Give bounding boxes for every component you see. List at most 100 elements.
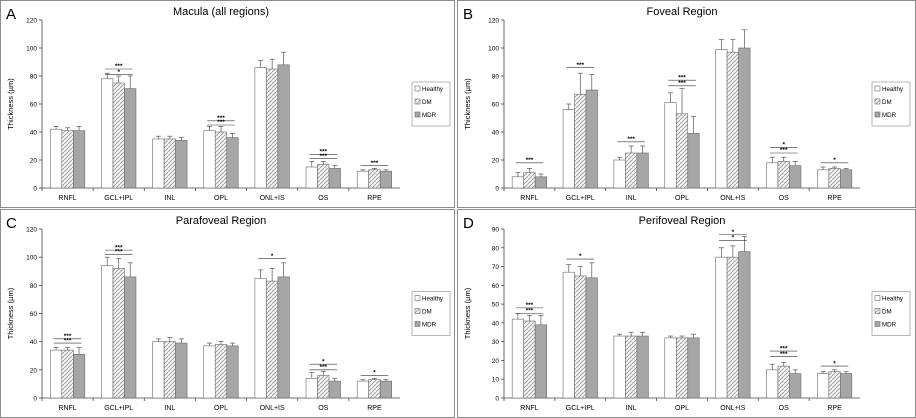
- bar: [50, 128, 63, 189]
- bar: [817, 373, 830, 399]
- y-tick-label: 20: [30, 158, 38, 165]
- bar: [766, 162, 779, 189]
- bar: [124, 276, 137, 399]
- bar: [112, 268, 125, 399]
- bar: [828, 168, 841, 189]
- bar: [511, 176, 524, 189]
- panel-c: C Parafoveal Region Thickness (µm) 0 20 40 60 8…: [0, 209, 455, 418]
- bar: [726, 256, 739, 399]
- significance-marker: ***: [526, 308, 534, 315]
- y-axis-label: Thickness (µm): [6, 78, 15, 130]
- significance-marker: ***: [115, 244, 123, 251]
- y-tick-label: 80: [30, 74, 38, 81]
- bar: [254, 67, 267, 189]
- bar: [317, 375, 330, 399]
- bar: [613, 159, 626, 189]
- significance-marker: ***: [780, 345, 788, 352]
- legend-swatch: [414, 295, 421, 301]
- legend-swatch: [874, 98, 881, 105]
- legend-swatch: [874, 111, 881, 118]
- significance-marker: ***: [526, 157, 534, 164]
- bar: [163, 341, 176, 399]
- y-tick-label: 10: [492, 377, 500, 384]
- legend-entry: MDR: [422, 112, 437, 119]
- bar: [738, 251, 751, 399]
- x-tick-label: GCL+IPL: [104, 405, 133, 412]
- significance-marker: *: [373, 370, 376, 377]
- y-tick-label: 80: [492, 74, 500, 81]
- significance-marker: ***: [64, 337, 72, 344]
- panel-a: A Macula (all regions) Thickness (µm) 0 20 40…: [0, 0, 455, 208]
- y-axis-label: Thickness (µm): [6, 287, 15, 339]
- x-tick-label: OS: [318, 405, 328, 412]
- bar: [175, 342, 188, 399]
- significance-marker: ***: [115, 63, 123, 70]
- legend-swatch: [874, 295, 881, 301]
- x-tick-label: GCL+IPL: [566, 405, 595, 412]
- y-tick-label: 0: [495, 186, 499, 193]
- panel-letter: D: [463, 215, 474, 232]
- bar: [625, 152, 638, 189]
- x-tick-label: RNFL: [58, 195, 76, 202]
- x-tick-label: OS: [779, 405, 789, 412]
- y-tick-label: 40: [492, 320, 500, 327]
- significance-marker: *: [732, 234, 735, 241]
- bar: [368, 379, 381, 399]
- bar: [226, 137, 239, 189]
- y-tick-label: 20: [492, 158, 500, 165]
- bar: [317, 163, 330, 189]
- legend-swatch: [874, 85, 881, 92]
- y-tick-label: 40: [30, 339, 38, 346]
- chart-title: Macula (all regions): [173, 6, 269, 18]
- bar: [675, 337, 689, 399]
- panel-border: [0, 0, 455, 208]
- chart-title: Perifoveal Region: [639, 215, 726, 227]
- x-tick-label: INL: [626, 195, 637, 202]
- bar: [625, 335, 638, 399]
- bar: [214, 344, 228, 399]
- significance-marker: ***: [780, 351, 788, 358]
- legend-entry: MDR: [882, 112, 897, 119]
- bar: [562, 271, 575, 399]
- bar: [379, 380, 392, 399]
- bar: [175, 140, 188, 189]
- bar: [574, 275, 587, 399]
- panel-b: B Foveal Region Thickness (µm) 0 20 40 60 80 100…: [457, 0, 916, 208]
- x-tick-label: OPL: [214, 195, 228, 202]
- x-tick-label: RNFL: [58, 405, 76, 412]
- y-tick-label: 120: [488, 18, 499, 25]
- x-tick-label: INL: [164, 405, 175, 412]
- legend-entry: Healthy: [422, 296, 444, 303]
- y-tick-label: 0: [33, 396, 37, 403]
- bar: [664, 337, 677, 399]
- bar: [305, 166, 318, 189]
- significance-marker: ***: [526, 302, 534, 309]
- y-tick-label: 70: [492, 264, 500, 271]
- x-tick-label: RPE: [367, 195, 382, 202]
- bar: [226, 345, 239, 399]
- significance-marker: ***: [319, 149, 327, 156]
- bar: [840, 169, 853, 189]
- bar: [613, 335, 626, 399]
- significance-marker: *: [782, 142, 785, 149]
- x-tick-label: RNFL: [520, 405, 538, 412]
- bar: [328, 168, 341, 189]
- bar: [203, 345, 216, 399]
- panel-letter: A: [6, 6, 16, 23]
- x-tick-label: OS: [779, 195, 789, 202]
- significance-marker: ***: [371, 160, 379, 167]
- legend-entry: Healthy: [422, 86, 444, 93]
- bar: [356, 170, 369, 189]
- significance-marker: ***: [780, 147, 788, 154]
- bar: [726, 51, 739, 189]
- legend-entry: DM: [882, 309, 892, 316]
- x-tick-label: ONL+IS: [260, 195, 285, 202]
- y-axis-label: Thickness (µm): [463, 78, 472, 130]
- y-tick-label: 40: [30, 130, 38, 137]
- bar: [277, 276, 290, 399]
- panel-d: D Perifoveal Region Thickness (µm) 0 10 20 30 4…: [457, 209, 916, 418]
- bar: [840, 373, 853, 399]
- significance-marker: *: [579, 253, 582, 260]
- panel-letter: C: [6, 215, 17, 232]
- bar: [523, 172, 536, 189]
